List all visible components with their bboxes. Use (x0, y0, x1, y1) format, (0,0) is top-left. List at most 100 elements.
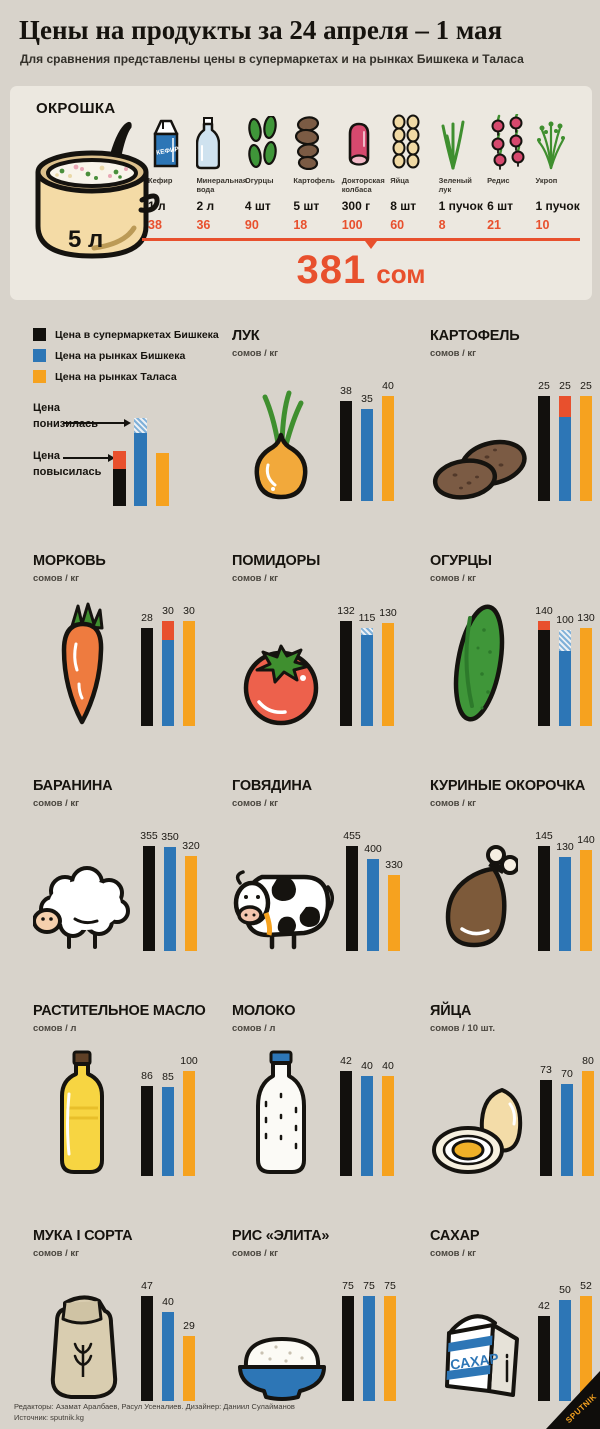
ingredient-name: Редис (487, 176, 510, 185)
price-bar: 47 (141, 1271, 153, 1401)
bar-segment (164, 847, 176, 951)
carrot-icon (33, 600, 131, 726)
bar-segment (183, 1336, 195, 1401)
bar-value: 140 (577, 834, 595, 846)
chart-unit: сомов / кг (430, 348, 477, 359)
price-bar: 320 (182, 821, 200, 951)
bar-value: 400 (364, 843, 382, 855)
bar-value: 320 (182, 840, 200, 852)
header: Цены на продукты за 24 апреля – 1 мая Дл… (0, 0, 600, 66)
bar-value: 42 (340, 1055, 352, 1067)
price-bar: 40 (382, 371, 394, 501)
total-price: 381 сом (142, 248, 580, 293)
chart-unit: сомов / кг (33, 1248, 80, 1259)
total-line (142, 238, 580, 249)
bar-segment (361, 409, 373, 501)
bar-segment (538, 621, 550, 726)
recipe-title: ОКРОШКА (36, 100, 116, 117)
bar-value: 350 (161, 831, 179, 843)
legend-items: Цена в супермаркетах Бишкека Цена на рынк… (33, 318, 232, 383)
ingredient-price: 90 (244, 218, 259, 232)
ingredient-qty: 1 л (148, 199, 166, 213)
price-increase-overlay (113, 451, 126, 469)
soup-pot-icon: 5 л (32, 110, 162, 270)
ingredient-qty: 2 л (196, 199, 215, 213)
price-bar: 40 (361, 1046, 373, 1176)
chart-title: МУКА I СОРТА (33, 1228, 133, 1244)
arrow-to-increased-icon (63, 454, 115, 462)
chart-unit: сомов / кг (232, 1248, 279, 1259)
price-bar: 75 (363, 1271, 375, 1401)
price-bar: 350 (161, 821, 179, 951)
chart-title: КАРТОФЕЛЬ (430, 328, 520, 344)
price-bar: 130 (379, 596, 397, 726)
ingredient-name: Картофель (293, 176, 335, 185)
legend-swatch (33, 328, 46, 341)
ingredient: Минеральная вода 2 л 36 (196, 112, 247, 232)
bar-segment (185, 856, 197, 951)
chart-body: 86 85 100 (33, 1046, 232, 1176)
bar-segment (382, 1076, 394, 1176)
price-bar: 75 (384, 1271, 396, 1401)
legend: Цена в супермаркетах Бишкека Цена на рынк… (33, 318, 232, 543)
bar-segment (183, 621, 195, 726)
total-amount: 381 (296, 248, 367, 292)
potatoes-small-icon (293, 112, 341, 170)
bar-group: 73 70 80 (540, 1046, 594, 1176)
bar-group: 145 130 140 (535, 821, 595, 951)
bar-segment (580, 850, 592, 951)
milk-bottle-icon (232, 1050, 330, 1176)
bar-segment (561, 1084, 573, 1176)
bar-segment (382, 396, 394, 501)
price-bar: 100 (180, 1046, 198, 1176)
chart-kartofel: КАРТОФЕЛЬ сомов / кг 25 25 25 (430, 318, 595, 543)
footer-credits: Редакторы: Азамат Аралбаев, Расул Усенал… (14, 1402, 295, 1411)
svg-text:САХАР: САХАР (449, 1350, 499, 1373)
price-bar: 132 (337, 596, 355, 726)
chart-muka: МУКА I СОРТА сомов / кг 47 40 29 (33, 1218, 232, 1429)
cucumbers-small-icon (245, 112, 293, 170)
chart-title: РИС «ЭЛИТА» (232, 1228, 330, 1244)
ingredient-qty: 4 шт (244, 199, 271, 213)
price-bar: 140 (577, 821, 595, 951)
arrow-to-decreased-icon (63, 419, 131, 427)
price-decreased-label: Цена понизилась (33, 402, 98, 430)
chart-yajtsa: ЯЙЦА сомов / 10 шт. 73 70 80 (430, 993, 595, 1218)
chart-title: ОГУРЦЫ (430, 553, 492, 569)
ingredient-name: Кефир (148, 176, 173, 185)
price-bar: 30 (183, 596, 195, 726)
cucumber-icon (430, 600, 528, 726)
bar-group: 140 100 130 (535, 596, 595, 726)
price-bar: 455 (343, 821, 361, 951)
bar-group: 28 30 30 (141, 596, 195, 726)
bar-value: 140 (535, 605, 553, 617)
price-bar: 75 (342, 1271, 354, 1401)
price-decrease-hatch (559, 630, 571, 651)
price-increase-overlay (538, 621, 550, 630)
chart-ris: РИС «ЭЛИТА» сомов / кг 75 75 75 (232, 1218, 430, 1429)
total-currency: сом (376, 259, 426, 289)
price-bar: 25 (538, 371, 550, 501)
ingredient: Огурцы 4 шт 90 (245, 112, 293, 232)
bar-value: 73 (540, 1064, 552, 1076)
sputnik-logo: SPUTNIK (544, 1371, 600, 1429)
bar-segment (538, 396, 550, 501)
price-decrease-hatch (134, 418, 147, 433)
bar-group: 355 350 320 (140, 821, 200, 951)
bar-value: 35 (361, 393, 373, 405)
legend-item-label: Цена на рынках Таласа (55, 370, 177, 383)
chart-kurinye-okorochka: КУРИНЫЕ ОКОРОЧКА сомов / кг 145 130 140 (430, 768, 595, 993)
legend-example: Цена понизилась Цена повысилась (33, 401, 218, 506)
eggs-duo-icon (430, 1084, 530, 1176)
price-increase-overlay (559, 396, 571, 417)
price-bar: 115 (359, 596, 375, 726)
chart-body: 75 75 75 (232, 1271, 430, 1401)
chart-title: КУРИНЫЕ ОКОРОЧКА (430, 778, 586, 794)
bar-segment (183, 1071, 195, 1176)
bar-segment (538, 846, 550, 951)
bar-segment (141, 1086, 153, 1176)
ingredient-qty: 1 пучок (438, 199, 483, 213)
chicken-leg-icon (430, 843, 528, 951)
bar-value: 75 (363, 1280, 375, 1292)
bar-value: 132 (337, 605, 355, 617)
